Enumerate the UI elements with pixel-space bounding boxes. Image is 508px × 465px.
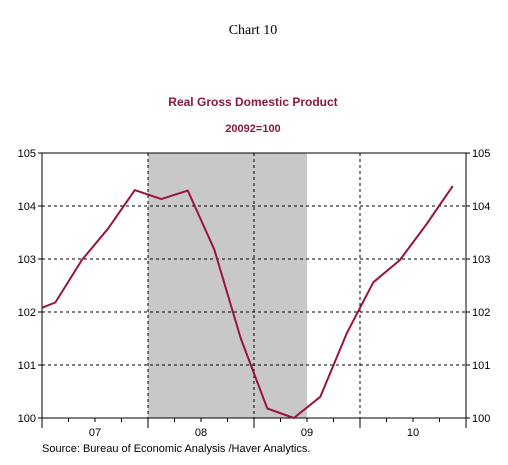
x-tick-label: 08 xyxy=(195,427,207,439)
chart-title: Real Gross Domestic Product xyxy=(168,95,337,109)
y-tick-label-right: 102 xyxy=(472,307,490,319)
y-tick-label-left: 105 xyxy=(18,148,36,160)
x-tick-label: 07 xyxy=(89,427,101,439)
y-tick-label-left: 102 xyxy=(18,307,36,319)
x-tick-label: 10 xyxy=(407,427,419,439)
y-tick-label-left: 104 xyxy=(18,201,36,213)
recession-shading xyxy=(148,153,307,418)
plot-area: 100 100 101 101 102 102 103 103 104 104 105 105 07 08… xyxy=(18,148,491,439)
y-tick-label-right: 103 xyxy=(472,254,490,266)
chart-subtitle: 20092=100 xyxy=(225,123,280,135)
chart-number-label: Chart 10 xyxy=(229,23,278,38)
y-tick-label-right: 104 xyxy=(472,201,490,213)
y-tick-label-left: 100 xyxy=(18,413,36,425)
series-line-real-gdp xyxy=(41,185,454,419)
x-tick-label: 09 xyxy=(301,427,313,439)
y-tick-label-right: 100 xyxy=(472,413,490,425)
y-tick-label-left: 101 xyxy=(18,360,36,372)
y-tick-label-right: 101 xyxy=(472,360,490,372)
y-tick-label-right: 105 xyxy=(472,148,490,160)
source-note: Source: Bureau of Economic Analysis /Hav… xyxy=(42,443,310,455)
y-tick-label-left: 103 xyxy=(18,254,36,266)
